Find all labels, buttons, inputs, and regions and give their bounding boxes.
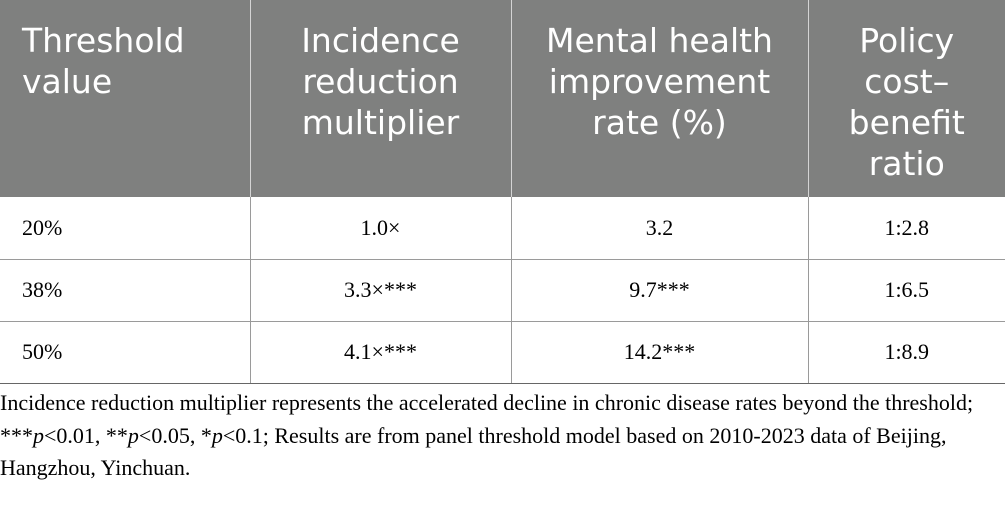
table-row: 38% 3.3×*** 9.7*** 1:6.5 bbox=[0, 259, 1005, 322]
cell-multiplier: 1.0× bbox=[249, 197, 511, 260]
footnote-p-symbol: p bbox=[33, 422, 44, 448]
footnote-p-symbol: p bbox=[127, 422, 139, 448]
cell-threshold: 20% bbox=[0, 197, 250, 260]
header-mental-health-improvement-rate: Mental health improvement rate (%) bbox=[510, 0, 808, 197]
cell-multiplier: 4.1×*** bbox=[249, 321, 511, 384]
cell-cost-benefit: 1:8.9 bbox=[807, 321, 1005, 384]
cell-multiplier: 3.3×*** bbox=[249, 259, 511, 322]
cell-cost-benefit: 1:2.8 bbox=[807, 197, 1005, 260]
cell-mental-health-rate: 9.7*** bbox=[510, 259, 808, 322]
table-footnote: Incidence reduction multiplier represent… bbox=[0, 387, 990, 485]
results-table: Threshold value Incidence reduction mult… bbox=[0, 0, 1005, 384]
cell-threshold: 38% bbox=[0, 259, 250, 322]
cell-mental-health-rate: 3.2 bbox=[510, 197, 808, 260]
footnote-text: <0.1; Results are from panel threshold m… bbox=[0, 422, 947, 481]
table-row: 50% 4.1×*** 14.2*** 1:8.9 bbox=[0, 321, 1005, 384]
header-incidence-reduction-multiplier: Incidence reduction multiplier bbox=[249, 0, 511, 197]
footnote-text: <0.01, ** bbox=[44, 422, 128, 448]
header-policy-cost-benefit-ratio: Policy cost– benefit ratio bbox=[807, 0, 1005, 197]
table-row: 20% 1.0× 3.2 1:2.8 bbox=[0, 197, 1005, 260]
footnote-p-symbol: p bbox=[211, 422, 223, 448]
header-threshold-value: Threshold value bbox=[0, 0, 250, 197]
footnote-text: <0.05, * bbox=[138, 422, 212, 448]
table-header-row: Threshold value Incidence reduction mult… bbox=[0, 0, 1005, 197]
cell-threshold: 50% bbox=[0, 321, 250, 384]
cell-cost-benefit: 1:6.5 bbox=[807, 259, 1005, 322]
cell-mental-health-rate: 14.2*** bbox=[510, 321, 808, 384]
footnote-text: Incidence reduction multiplier represent… bbox=[0, 390, 974, 448]
